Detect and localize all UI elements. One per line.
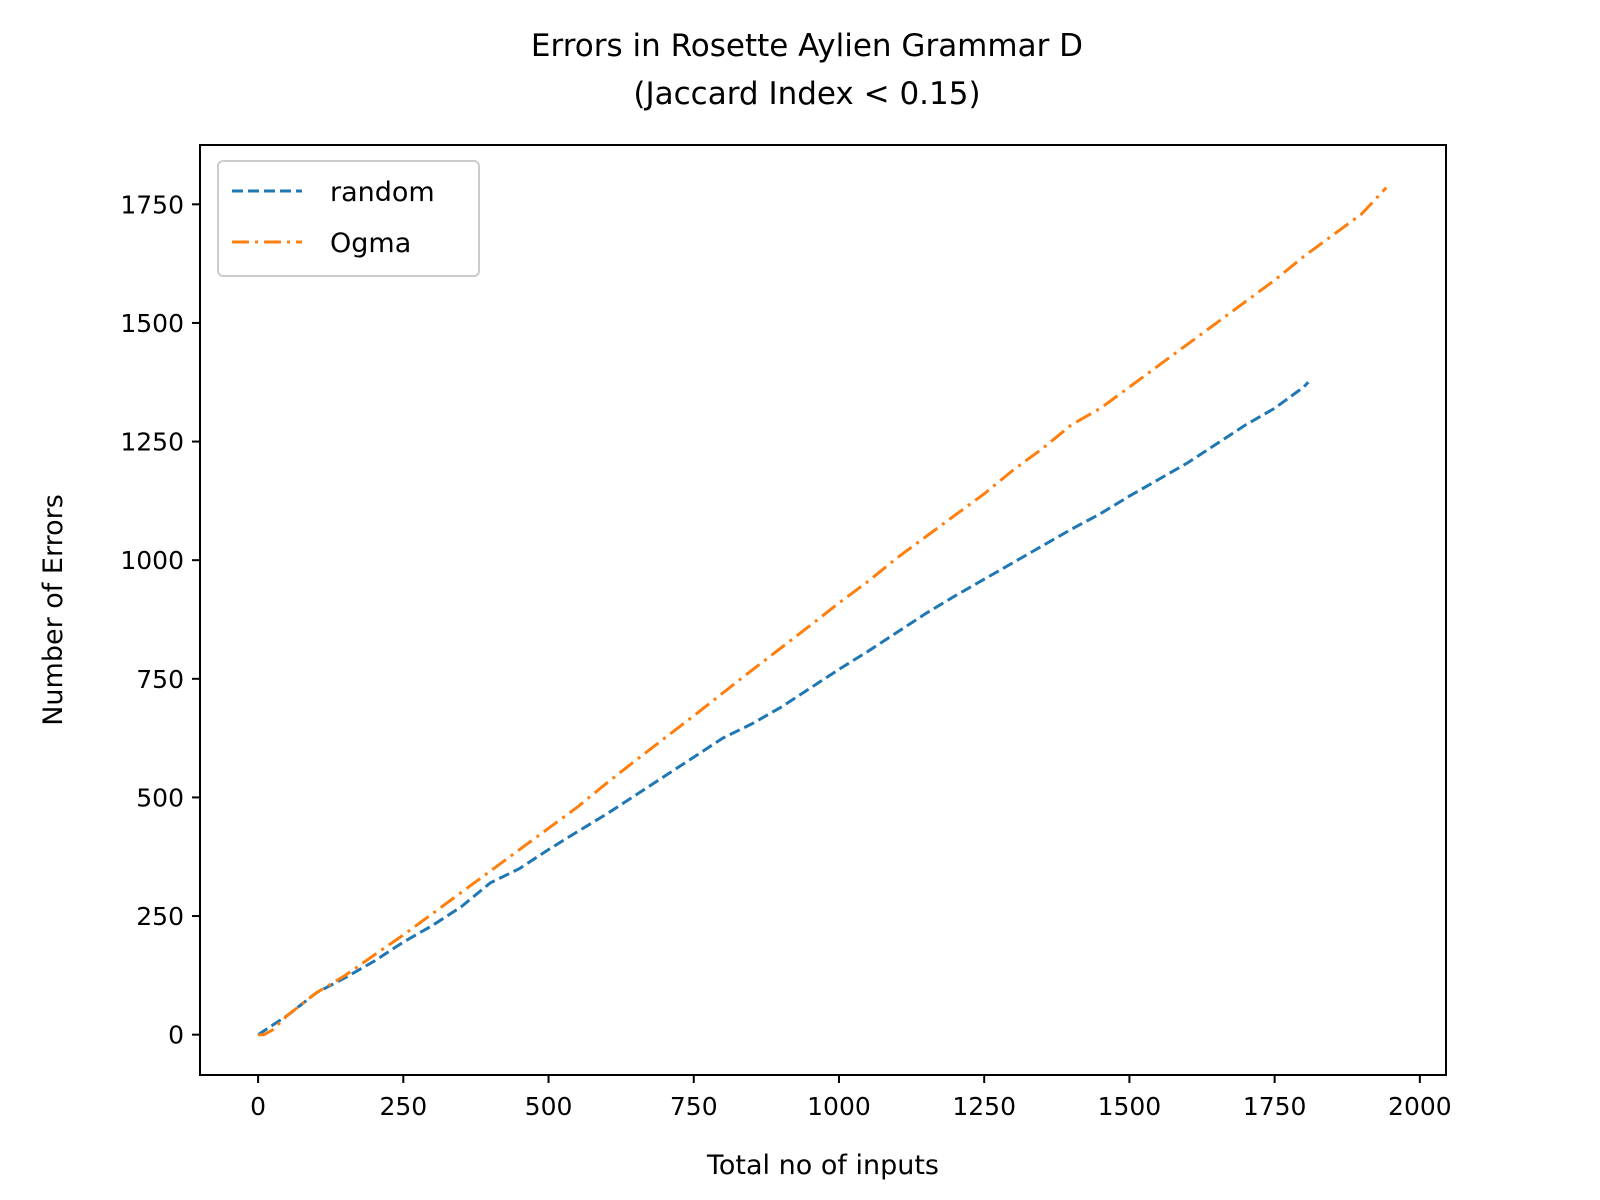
y-tick-label: 1500	[120, 309, 184, 338]
y-tick-label: 1750	[120, 190, 184, 219]
x-tick-label: 1750	[1243, 1092, 1307, 1121]
y-tick-label: 1000	[120, 546, 184, 575]
x-tick-label: 750	[670, 1092, 718, 1121]
y-axis-label: Number of Errors	[38, 494, 69, 726]
series-layer	[257, 186, 1388, 1037]
tick-layer: 0 250 500 750 1000 1250 1500 1750 2000 0 250 500 750…	[120, 190, 1451, 1121]
x-tick-label: 250	[379, 1092, 427, 1121]
x-axis-label: Total no of inputs	[706, 1150, 939, 1181]
legend-label-ogma: Ogma	[330, 228, 411, 259]
x-tick-label: 1250	[952, 1092, 1016, 1121]
chart-subtitle: (Jaccard Index < 0.15)	[633, 76, 980, 112]
x-tick-label: 500	[525, 1092, 573, 1121]
legend-label-random: random	[330, 177, 435, 208]
x-tick-label: 0	[250, 1092, 266, 1121]
y-tick-label: 500	[136, 783, 184, 812]
chart-title: Errors in Rosette Aylien Grammar D	[531, 28, 1083, 64]
y-tick-label: 1250	[120, 428, 184, 457]
series-line-random	[257, 381, 1310, 1036]
y-tick-label: 0	[168, 1021, 184, 1050]
x-tick-label: 1000	[807, 1092, 871, 1121]
y-tick-label: 250	[136, 902, 184, 931]
plot-frame	[199, 144, 1447, 1076]
y-tick-label: 750	[136, 665, 184, 694]
x-tick-label: 2000	[1388, 1092, 1452, 1121]
series-line-ogma	[258, 186, 1388, 1037]
x-tick-label: 1500	[1098, 1092, 1162, 1121]
legend: random Ogma	[217, 160, 480, 277]
